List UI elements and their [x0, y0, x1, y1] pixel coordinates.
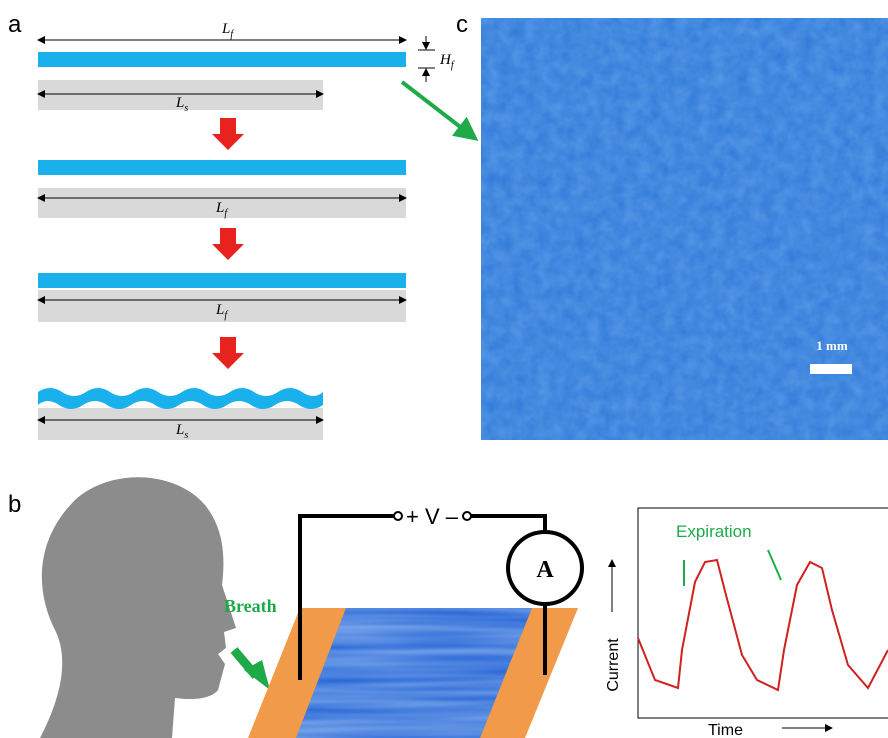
figure: a Lf Hf Ls Lf Lf Ls c 1 mm b Breath + V … [0, 0, 888, 738]
panel-label: a [8, 11, 22, 38]
terminal [463, 512, 471, 520]
film [38, 52, 406, 67]
plot-annotation: Expiration [676, 522, 752, 541]
wrinkled-film [38, 388, 323, 409]
x-axis-label: Time [708, 722, 743, 738]
head-silhouette [40, 477, 236, 738]
pointer-arrow [402, 82, 472, 136]
breath-label: Breath [224, 596, 277, 616]
ammeter-label: A [536, 557, 554, 583]
panel-label: b [8, 491, 21, 518]
scale-bar-label: 1 mm [816, 338, 848, 353]
step-arrow [212, 228, 244, 260]
voltage-label: + V – [406, 504, 459, 529]
step-arrow [212, 118, 244, 150]
height-marker [418, 36, 435, 82]
step-arrow [212, 337, 244, 369]
panel-label: c [456, 11, 468, 38]
film [38, 273, 406, 288]
dimension-label: Hf [439, 52, 455, 71]
micrograph-texture [481, 18, 888, 440]
film [38, 160, 406, 175]
terminal [394, 512, 402, 520]
scale-bar [810, 364, 852, 374]
y-axis-label: Current [605, 638, 622, 692]
dimension-label: Lf [221, 21, 234, 40]
